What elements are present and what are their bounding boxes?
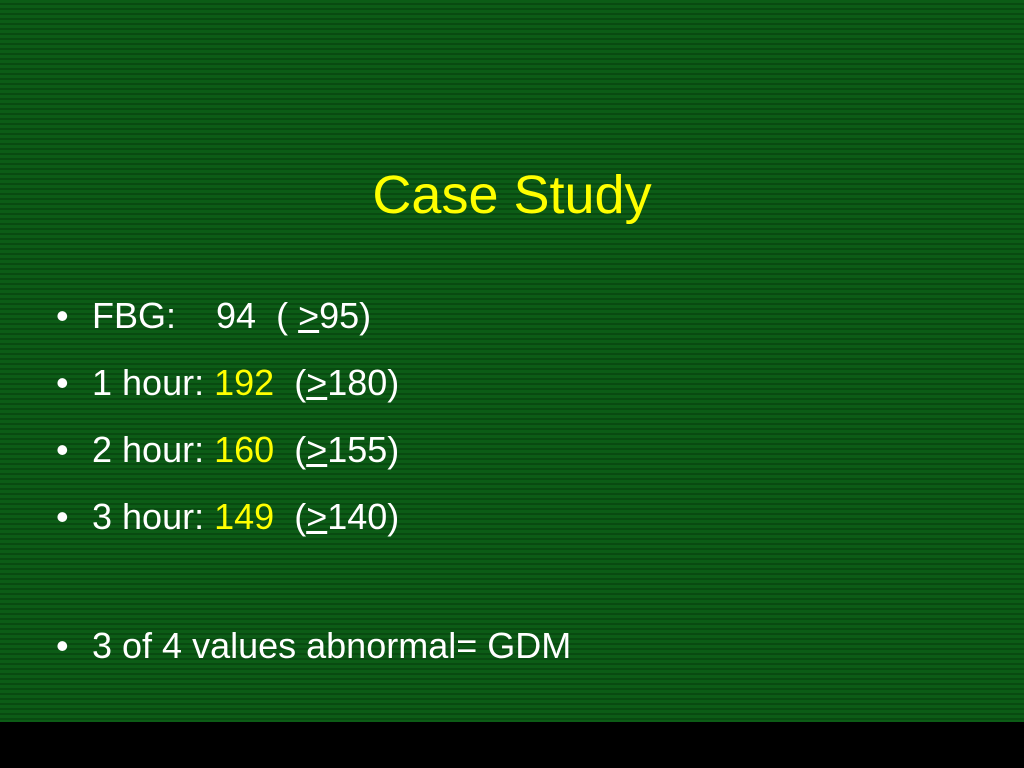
bullet-limit: 95) — [319, 295, 372, 336]
bullet-label: 1 hour: — [92, 362, 205, 403]
footer-bar — [0, 722, 1024, 768]
bullet-label: 3 hour: — [92, 496, 205, 537]
bullet-sign: > — [306, 429, 328, 470]
bullet-sign: > — [298, 295, 320, 336]
bullet-value: 192 — [214, 362, 275, 403]
bullet-label: FBG: — [92, 295, 177, 336]
bullet-item: 3 hour: 149 (>140) — [52, 483, 571, 550]
bullet-value: 149 — [214, 496, 275, 537]
bullet-limit: 140) — [327, 496, 400, 537]
slide: Case Study FBG: 94 ( >95)1 hour: 192 (>1… — [0, 0, 1024, 722]
bullet-list: FBG: 94 ( >95)1 hour: 192 (>180)2 hour: … — [52, 282, 571, 679]
bullet-sign: > — [306, 362, 328, 403]
bullet-limit: 155) — [327, 429, 400, 470]
bullet-value: 160 — [214, 429, 275, 470]
bullet-label: 2 hour: — [92, 429, 205, 470]
slide-title: Case Study — [372, 165, 652, 225]
bullet-item: 2 hour: 160 (>155) — [52, 416, 571, 483]
bullet-item: 1 hour: 192 (>180) — [52, 349, 571, 416]
bullet-value: 94 — [216, 295, 257, 336]
bullet-sign: > — [306, 496, 328, 537]
bullet-open: ( — [294, 362, 307, 403]
bullet-open: ( — [276, 295, 289, 336]
bullet-summary: 3 of 4 values abnormal= GDM — [52, 612, 571, 679]
bullet-item: FBG: 94 ( >95) — [52, 282, 571, 349]
bullet-open: ( — [294, 429, 307, 470]
bullet-open: ( — [294, 496, 307, 537]
bullet-limit: 180) — [327, 362, 400, 403]
